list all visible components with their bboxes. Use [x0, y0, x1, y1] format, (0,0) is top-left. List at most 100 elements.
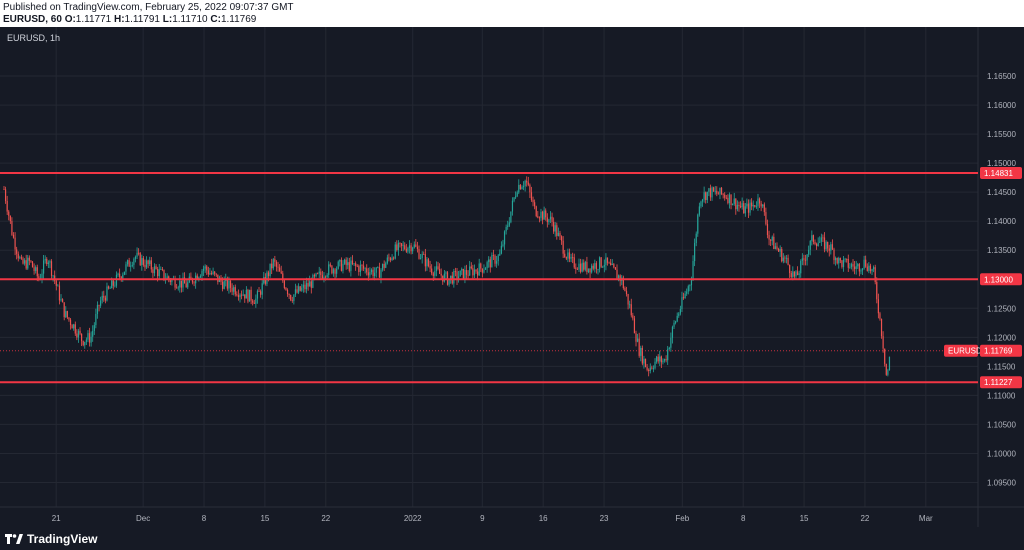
published-text: Published on TradingView.com, February 2…: [3, 2, 294, 13]
candle-body: [660, 356, 662, 363]
candle-body: [277, 266, 279, 268]
candle-body: [714, 190, 716, 192]
candle-body: [62, 299, 64, 303]
y-tick-label: 1.14500: [987, 188, 1016, 197]
candle-body: [868, 265, 870, 271]
candle-body: [60, 299, 62, 301]
candle-body: [25, 260, 27, 269]
level-price-tag: [980, 376, 1022, 389]
candle-body: [831, 244, 834, 250]
candle-body: [545, 210, 547, 218]
candle-body: [644, 358, 647, 367]
candle-body: [627, 294, 629, 305]
candle-body: [602, 266, 604, 268]
candle-body: [426, 259, 428, 267]
candle-body: [266, 272, 268, 284]
candle-body: [735, 198, 737, 210]
candle-body: [873, 267, 875, 270]
candle-body: [722, 193, 724, 195]
candle-body: [410, 245, 412, 252]
candle-body: [762, 204, 764, 207]
candle-body: [606, 257, 609, 263]
candle-body: [747, 203, 750, 213]
candle-body: [3, 189, 5, 191]
candle-body: [355, 263, 357, 266]
candle-body: [299, 286, 301, 291]
candle-body: [562, 240, 564, 254]
candle-body: [781, 248, 783, 262]
candle-body: [483, 269, 485, 273]
candle-body: [440, 273, 442, 276]
candle-body: [846, 258, 848, 260]
candle-body: [473, 269, 476, 276]
candle-body: [830, 244, 832, 251]
candle-body: [106, 286, 108, 301]
candle-body: [519, 184, 521, 190]
candle-body: [611, 264, 613, 266]
candle-body: [378, 267, 381, 278]
candle-body: [795, 271, 797, 277]
candle-body: [239, 294, 241, 298]
candle-body: [682, 297, 685, 299]
candle-body: [214, 271, 216, 274]
chart-panel[interactable]: 1.16500 1.16000 1.15500 1.15000 1.14500 1.140…: [0, 27, 1024, 527]
candle-body: [356, 265, 358, 267]
candle-body: [149, 260, 151, 265]
candle-body: [820, 237, 822, 242]
candle-body: [46, 259, 48, 265]
candle-body: [317, 273, 319, 275]
candle-body: [407, 247, 409, 252]
y-tick-label: 1.12500: [987, 304, 1016, 313]
candle-body: [548, 219, 550, 223]
candle-body: [240, 294, 243, 296]
candle-body: [641, 347, 643, 364]
y-tick-label: 1.13500: [987, 246, 1016, 255]
candle-body: [779, 248, 781, 252]
candle-body: [44, 259, 46, 261]
candle-body: [66, 311, 68, 318]
candle-body: [686, 291, 688, 294]
candle-body: [250, 289, 252, 301]
candle-body: [35, 267, 37, 271]
candle-body: [730, 194, 732, 206]
candle-body: [340, 259, 342, 271]
candle-body: [388, 257, 390, 259]
candle-body: [130, 265, 132, 267]
candle-body: [586, 261, 588, 272]
candle-body: [399, 242, 401, 244]
candle-body: [811, 235, 813, 241]
candle-body: [741, 203, 743, 208]
candle-body: [103, 295, 105, 298]
candle-body: [800, 260, 802, 274]
candle-body: [166, 276, 168, 279]
tradingview-logo[interactable]: TradingView: [5, 531, 97, 547]
candle-body: [679, 309, 681, 314]
candle-body: [82, 340, 84, 346]
close-value: 1.11769: [220, 14, 257, 25]
candle-body: [77, 330, 80, 338]
candle-body: [478, 263, 480, 276]
candle-body: [52, 275, 54, 277]
candle-body: [323, 276, 325, 279]
candle-body: [773, 236, 775, 250]
candle-body: [50, 261, 53, 276]
candle-body: [866, 266, 868, 271]
candle-body: [258, 291, 260, 292]
candle-body: [469, 266, 471, 276]
price-chart[interactable]: 1.16500 1.16000 1.15500 1.15000 1.14500 1.140…: [0, 27, 1024, 527]
candle-body: [656, 356, 658, 362]
candle-body: [419, 257, 422, 259]
candle-body: [418, 249, 420, 259]
candle-body: [815, 243, 818, 247]
candle-body: [695, 233, 697, 244]
candle-body: [530, 192, 533, 200]
candle-body: [697, 214, 699, 234]
candle-body: [393, 257, 395, 259]
candle-body: [822, 237, 824, 239]
candle-body: [93, 325, 95, 331]
candle-body: [187, 282, 189, 288]
candle-body: [215, 273, 217, 275]
candle-body: [703, 192, 705, 200]
tradingview-logo-text: TradingView: [27, 532, 98, 546]
candle-body: [698, 206, 700, 215]
